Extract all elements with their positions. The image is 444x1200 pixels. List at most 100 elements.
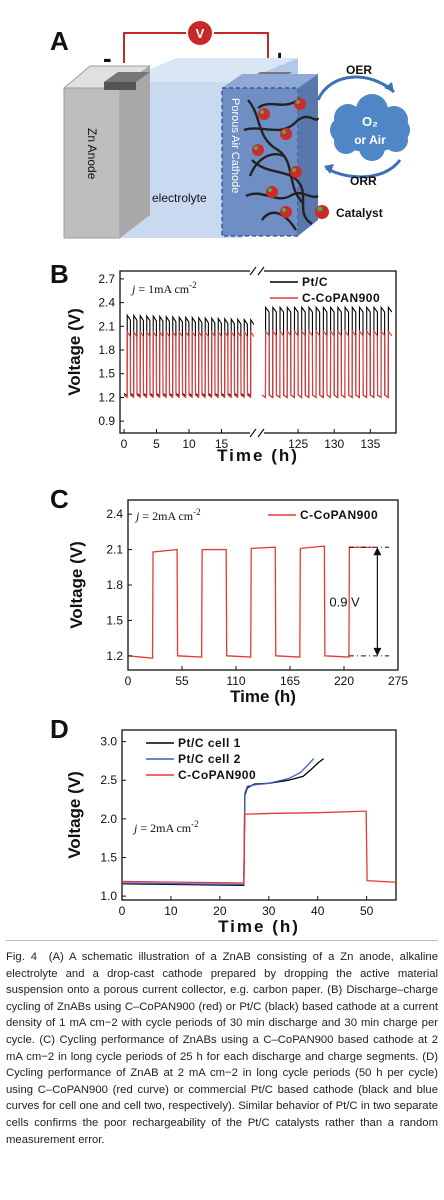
- chart-b-ytick-label: 2.1: [98, 319, 115, 333]
- o2-cloud-icon: [330, 94, 410, 161]
- orr-arrowhead: [324, 164, 334, 174]
- chart-b-plot: [123, 305, 393, 399]
- series-c-copan900-segment-2: [261, 329, 393, 399]
- cloud-air: or Air: [354, 133, 386, 147]
- panel-d-chart: D 1.0 1.5 2.0 2.5 3.0 0 10 20 30 40 50 Voltage (V…: [0, 708, 444, 938]
- chart-d: D 1.0 1.5 2.0 2.5 3.0 0 10 20 30 40 50 Voltage (V…: [50, 714, 397, 936]
- chart-d-xlabel: Time (h): [218, 917, 300, 936]
- chart-c-xtick-label: 110: [226, 674, 245, 688]
- oer-arrowhead: [384, 82, 394, 92]
- chart-b-xtick-label: 130: [324, 437, 344, 451]
- catalyst-legend-dot: [317, 206, 323, 212]
- gap-arrow-down-icon: [373, 647, 382, 656]
- wire-right: [214, 32, 269, 63]
- chart-d-ytick-label: 3.0: [100, 735, 117, 749]
- chart-b-ytick-label: 1.2: [98, 390, 115, 404]
- chart-b-ytick-label: 0.9: [98, 414, 115, 428]
- chart-d-xtick-label: 50: [360, 904, 374, 918]
- legend-ptc2: Pt/C cell 2: [178, 752, 241, 766]
- chart-d-ytick-label: 1.5: [100, 851, 117, 865]
- chart-c-current-density: j = 2mA cm-2: [134, 507, 201, 523]
- caption-lead: Fig. 4: [6, 951, 37, 963]
- orr-label: ORR: [350, 174, 377, 188]
- chart-c-ytick-label: 1.8: [106, 578, 123, 592]
- chart-b-y-ticks: 0.9 1.2 1.5 1.8 2.1 2.4 2.7: [98, 272, 124, 428]
- panel-b-letter: B: [50, 259, 69, 289]
- cloud-o2: O₂: [362, 114, 378, 129]
- chart-b-xtick-label: 135: [360, 437, 380, 451]
- voltmeter-icon: [186, 19, 214, 47]
- chart-c-y-ticks: 1.2 1.5 1.8 2.1 2.4: [106, 507, 132, 663]
- chart-b-ytick-label: 2.4: [98, 296, 115, 310]
- chart-c-xlabel: Time (h): [230, 687, 296, 706]
- legend-ptc: Pt/C: [302, 275, 328, 289]
- legend-ptc1: Pt/C cell 1: [178, 736, 241, 750]
- chart-b-legend: Pt/C C-CoPAN900: [270, 275, 380, 305]
- chart-b-current-density: j = 1mA cm-2: [130, 280, 197, 296]
- electrolyte-label: electrolyte: [152, 191, 207, 205]
- series-c-copan900: [121, 810, 397, 884]
- chart-d-frame: [121, 729, 397, 901]
- chart-d-ylabel: Voltage (V): [65, 771, 84, 859]
- chart-c: C 1.2 1.5 1.8 2.1 2.4 0 55 110 165 220 275 Voltag…: [50, 484, 408, 706]
- orr-arrow: [325, 159, 402, 179]
- cathode-label: Porous Air Cathode: [229, 98, 241, 193]
- chart-b-x-ticks: 0 5 10 15 125 130 135: [121, 429, 381, 451]
- chart-c-ytick-label: 2.1: [106, 543, 123, 557]
- chart-c-ylabel: Voltage (V): [67, 541, 86, 629]
- gap-arrow-up-icon: [373, 547, 382, 556]
- panel-a-letter: A: [50, 26, 69, 56]
- minus-sign: -: [103, 43, 112, 73]
- catalyst-particles: [252, 98, 306, 218]
- chart-d-xtick-label: 10: [164, 904, 178, 918]
- cathode-top: [222, 74, 318, 88]
- chart-d-xtick-label: 30: [262, 904, 276, 918]
- chart-c-xtick-label: 0: [125, 674, 132, 688]
- chart-c-xtick-label: 275: [388, 674, 408, 688]
- chart-d-xtick-label: 20: [213, 904, 227, 918]
- chart-b-xtick-label: 10: [182, 437, 196, 451]
- chart-c-plot: [127, 545, 374, 659]
- chart-b-xlabel: Time (h): [217, 446, 299, 465]
- chart-d-xtick-label: 0: [119, 904, 126, 918]
- oer-label: OER: [346, 63, 372, 77]
- chart-b-ylabel: Voltage (V): [65, 308, 84, 396]
- legend-ccopan-c: C-CoPAN900: [300, 508, 378, 522]
- chart-d-y-ticks: 1.0 1.5 2.0 2.5 3.0: [100, 735, 126, 903]
- chart-c-ytick-label: 1.5: [106, 613, 123, 627]
- chart-c-ytick-label: 1.2: [106, 649, 123, 663]
- panel-d-letter: D: [50, 714, 69, 744]
- series-c-copan900-segment-1: [123, 330, 255, 399]
- chart-d-ytick-label: 2.0: [100, 812, 117, 826]
- catalyst-legend-icon: [315, 205, 329, 219]
- chart-d-ytick-label: 2.5: [100, 773, 117, 787]
- oer-arrow: [316, 75, 396, 101]
- chart-b-xtick-label: 125: [288, 437, 308, 451]
- panel-c-chart: C 1.2 1.5 1.8 2.1 2.4 0 55 110 165 220 275 Voltag…: [0, 478, 444, 708]
- chart-c-ytick-label: 2.4: [106, 507, 123, 521]
- chart-c-frame: [127, 499, 399, 671]
- panel-c-letter: C: [50, 484, 69, 514]
- chart-b: B 0.91.21.51.82.12.42.7 0 5 10 15 125 130 135 …: [50, 259, 397, 465]
- anode-side: [120, 66, 150, 238]
- chart-d-xtick-label: 40: [311, 904, 325, 918]
- chart-b-xtick-label: 0: [121, 437, 128, 451]
- anode-terminal-top: [104, 72, 150, 82]
- voltage-gap-label: 0.9 V: [329, 595, 360, 610]
- zn-anode-label: Zn Anode: [85, 128, 99, 180]
- chart-c-xtick-label: 55: [175, 674, 189, 688]
- panel-a-schematic: A V - + electrolyte Zn Anode Porous Air …: [0, 0, 444, 250]
- chart-b-xtick-label: 15: [215, 437, 229, 451]
- anode-terminal: [104, 82, 136, 90]
- legend-ccopan-d: C-CoPAN900: [178, 768, 256, 782]
- chart-c-x-ticks: 0 55 110 165 220 275: [125, 666, 408, 688]
- chart-b-ytick-label: 1.8: [98, 343, 115, 357]
- chart-d-ytick-label: 1.0: [100, 889, 117, 903]
- chart-d-plot: [121, 758, 397, 886]
- chart-b-ytick-label: 2.7: [98, 272, 115, 286]
- chart-d-current-density: j = 2mA cm-2: [132, 819, 199, 835]
- voltmeter-label: V: [196, 26, 205, 41]
- wire-left: [123, 32, 186, 63]
- chart-d-legend: Pt/C cell 1 Pt/C cell 2 C-CoPAN900: [146, 736, 256, 782]
- figure-caption: Fig. 4 (A) A schematic illustration of a…: [6, 940, 438, 1148]
